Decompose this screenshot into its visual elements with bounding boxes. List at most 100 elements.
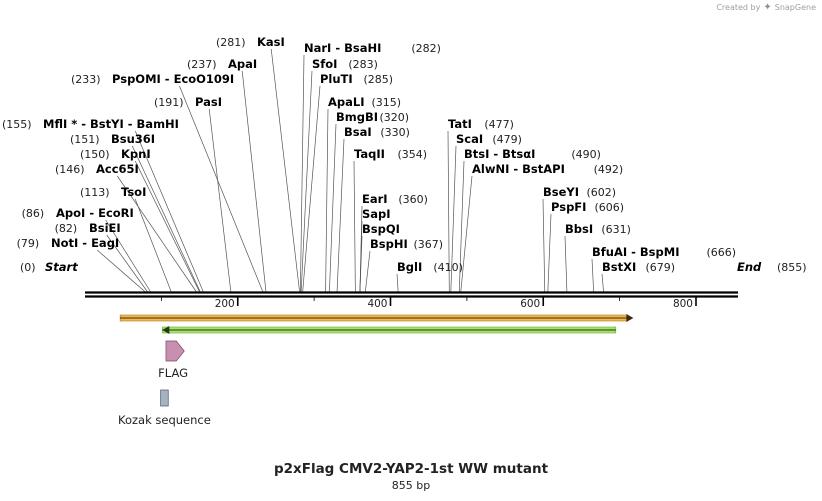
site-line-bspqi-21	[359, 235, 363, 293]
site-name-bsu36i-5: Bsu36I	[111, 132, 155, 146]
site-line-sfoi-13	[300, 70, 313, 293]
site-pos-noti-eagi-11: (79)	[17, 237, 40, 250]
site-line-bseyi-28	[542, 198, 546, 293]
start-position: (0)	[20, 261, 36, 274]
site-pos-sfoi-13: (283)	[348, 58, 378, 71]
ruler-ticks: 200 400 600 800	[160, 297, 697, 310]
site-pos-eari-19: (360)	[398, 193, 428, 206]
site-line-nari-bsahi-12	[300, 54, 305, 293]
credit-prefix: Created by	[716, 3, 761, 12]
site-line-scai-25	[450, 145, 457, 293]
site-name-bsiei-10: BsiEI	[89, 221, 121, 235]
map-title: p2xFlag CMV2-YAP2-1st WW mutant	[273, 461, 549, 477]
site-line-tsoi-8	[134, 198, 172, 293]
site-line-mfli-bstyi-bamhi-4	[134, 130, 204, 293]
site-line-btsi-bts-i-26	[458, 160, 465, 293]
site-pos-bbsi-30: (631)	[601, 223, 631, 236]
site-line-bgli-23	[396, 273, 399, 293]
site-pos-btsi-bts-i-26: (490)	[571, 148, 601, 161]
site-line-apoi-ecori-9	[105, 219, 151, 293]
site-pos-taqii-18: (354)	[398, 148, 428, 161]
site-pos-alwni-bstapi-27: (492)	[594, 163, 624, 176]
snapgene-logo-icon: ✦	[763, 2, 772, 13]
site-name-eari-19: EarI	[362, 192, 388, 206]
site-line-apai-1	[241, 70, 267, 293]
site-name-pluti-14: PluTI	[320, 72, 353, 86]
site-name-apoi-ecori-9: ApoI - EcoRI	[56, 206, 134, 220]
site-pos-scai-25: (479)	[492, 133, 522, 146]
site-name-taqii-18: TaqII	[354, 147, 385, 161]
site-pos-pspfi-29: (606)	[595, 201, 625, 214]
green-arrow-head	[162, 326, 170, 334]
end-position: (855)	[777, 261, 807, 274]
tick-label-200: 200	[215, 298, 235, 310]
tick-label-600: 600	[520, 298, 540, 310]
site-pos-apali-15: (315)	[372, 96, 402, 109]
site-pos-bgli-23: (410)	[433, 261, 463, 274]
site-name-bfuai-bspmi-31: BfuAI - BspMI	[592, 245, 679, 259]
site-pos-bsai-17: (330)	[380, 126, 410, 139]
site-pos-tati-24: (477)	[484, 118, 514, 131]
plasmid-map: KasI (281) ApaI (237)PspOMI - EcoO109I (233)…	[2, 35, 807, 427]
site-name-acc65i-7: Acc65I	[96, 162, 139, 176]
site-line-bsu36i-5	[131, 145, 201, 293]
site-name-btsi-bts-i-26: BtsI - BtsαI	[464, 147, 535, 161]
site-pos-apoi-ecori-9: (86)	[22, 207, 45, 220]
site-line-taqii-18	[353, 160, 356, 293]
site-name-tati-24: TatI	[448, 117, 472, 131]
site-name-scai-25: ScaI	[456, 132, 483, 146]
site-name-mfli-bstyi-bamhi-4: MflI * - BstYI - BamHI	[43, 117, 179, 131]
site-line-pluti-14	[302, 85, 321, 293]
site-pos-pspomi-ecoo109i-2: (233)	[71, 73, 101, 86]
kozak-feature-box	[160, 389, 169, 407]
site-name-pspfi-29: PspFI	[551, 200, 586, 214]
site-name-bmgbi-16: BmgBI	[336, 110, 378, 124]
site-line-tati-24	[447, 130, 450, 293]
site-pos-pasi-3: (191)	[154, 96, 184, 109]
site-line-bfuai-bspmi-31	[591, 258, 595, 293]
site-name-kpni-6: KpnI	[121, 147, 151, 161]
credit-brand: SnapGene	[774, 3, 816, 12]
site-name-kasi-0: KasI	[257, 35, 285, 49]
site-pos-bfuai-bspmi-31: (666)	[707, 246, 737, 259]
site-name-apali-15: ApaLI	[328, 95, 365, 109]
site-line-pasi-3	[208, 108, 232, 293]
site-name-tsoi-8: TsoI	[121, 185, 146, 199]
site-line-bstxi-32	[601, 273, 604, 293]
site-pos-bsphi-22: (367)	[414, 238, 444, 251]
site-pos-bseyi-28: (602)	[587, 186, 617, 199]
site-name-noti-eagi-11: NotI - EagI	[51, 236, 119, 250]
site-pos-bsiei-10: (82)	[55, 222, 78, 235]
site-line-noti-eagi-11	[96, 249, 146, 293]
site-name-bstxi-32: BstXI	[602, 260, 636, 274]
site-pos-acc65i-7: (146)	[55, 163, 85, 176]
site-line-bsiei-10	[106, 234, 148, 293]
start-label: Start	[45, 260, 78, 274]
site-pos-apai-1: (237)	[187, 58, 217, 71]
site-name-sfoi-13: SfoI	[312, 57, 337, 71]
site-name-bseyi-28: BseYI	[543, 185, 579, 199]
site-name-bsai-17: BsaI	[344, 125, 372, 139]
site-labels: KasI (281) ApaI (237)PspOMI - EcoO109I (233)…	[2, 35, 736, 274]
site-name-apai-1: ApaI	[228, 57, 257, 71]
site-name-bsphi-22: BspHI	[370, 237, 408, 251]
site-lines	[96, 48, 604, 293]
site-name-alwni-bstapi-27: AlwNI - BstAPI	[472, 162, 565, 176]
site-line-apali-15	[325, 108, 329, 293]
kozak-feature-label: Kozak sequence	[118, 413, 211, 427]
site-line-pspfi-29	[547, 213, 552, 293]
site-line-pspomi-ecoo109i-2	[179, 85, 264, 293]
orange-arrow-head	[626, 314, 634, 322]
site-pos-kasi-0: (281)	[216, 36, 246, 49]
site-pos-mfli-bstyi-bamhi-4: (155)	[2, 118, 32, 131]
site-pos-bsu36i-5: (151)	[70, 133, 100, 146]
site-name-nari-bsahi-12: NarI - BsaHI	[304, 41, 381, 55]
site-pos-pluti-14: (285)	[364, 73, 394, 86]
tick-label-400: 400	[367, 298, 387, 310]
site-name-sapi-20: SapI	[362, 207, 391, 221]
site-name-bgli-23: BglI	[397, 260, 422, 274]
site-pos-bstxi-32: (679)	[646, 261, 676, 274]
site-line-bmgbi-16	[329, 123, 337, 293]
end-label: End	[737, 260, 762, 274]
site-line-alwni-bstapi-27	[460, 175, 473, 293]
